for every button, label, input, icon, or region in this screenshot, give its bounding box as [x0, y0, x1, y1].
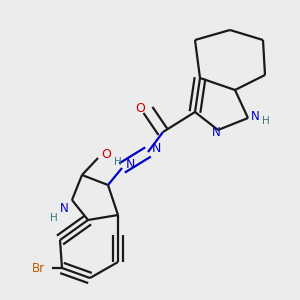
Text: N: N — [60, 202, 68, 214]
Text: H: H — [50, 213, 58, 223]
Text: O: O — [101, 148, 111, 160]
Text: N: N — [212, 125, 220, 139]
Text: H: H — [114, 157, 122, 167]
Text: N: N — [250, 110, 260, 122]
Text: N: N — [151, 142, 161, 154]
Text: Br: Br — [32, 262, 45, 275]
Text: H: H — [262, 116, 270, 126]
Text: N: N — [125, 158, 135, 170]
Text: O: O — [135, 101, 145, 115]
